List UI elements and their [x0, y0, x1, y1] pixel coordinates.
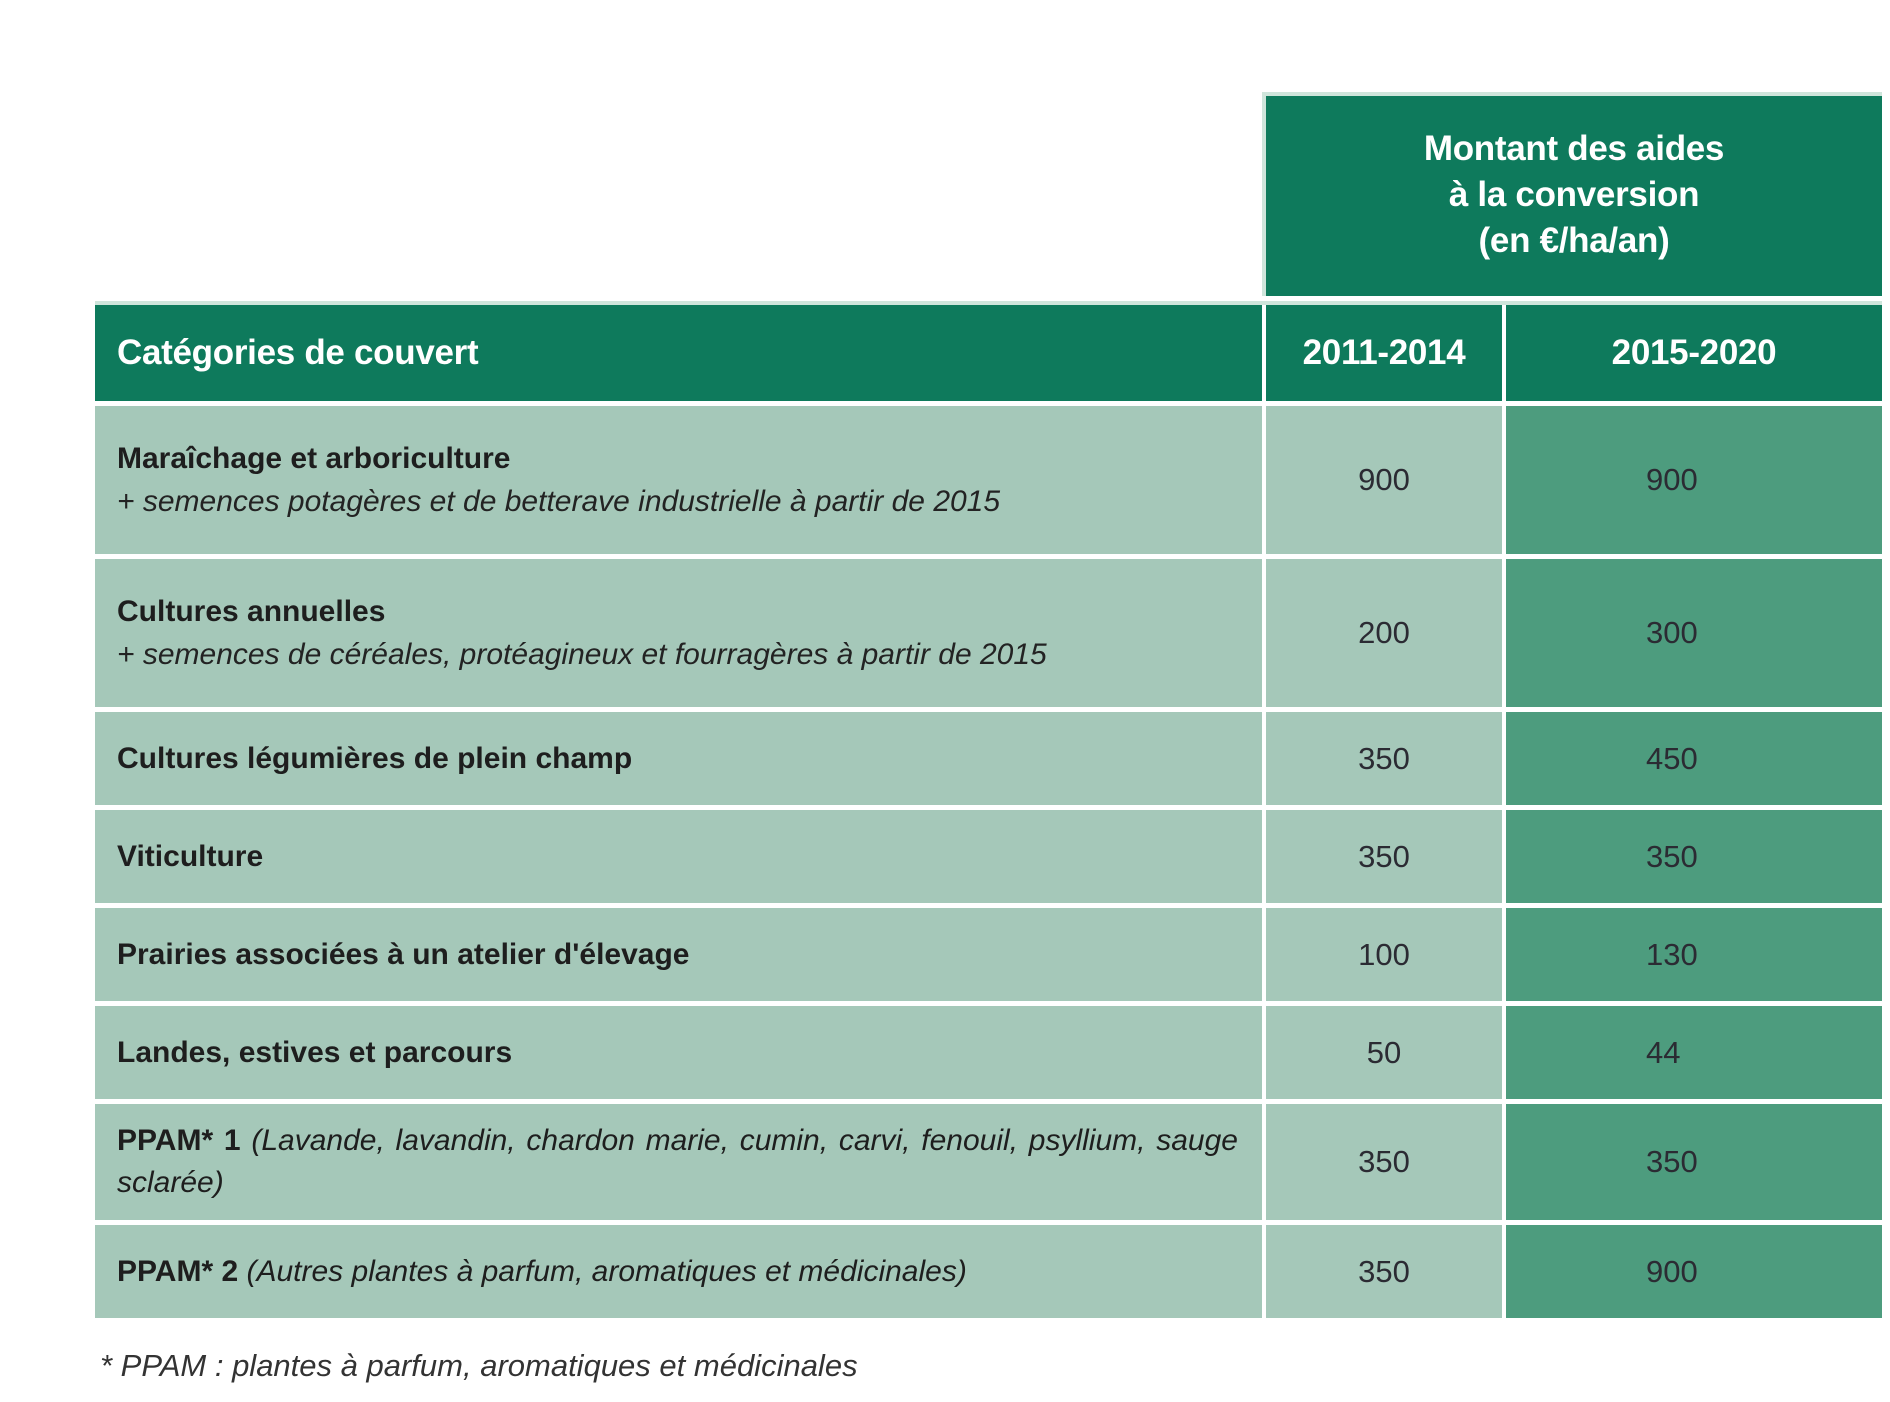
category-title: PPAM* 2 [117, 1254, 239, 1288]
category-title: Prairies associées à un atelier d'élevag… [117, 937, 690, 971]
category-title-detail: (Lavande, lavandin, chardon marie, cumin… [117, 1124, 1238, 1199]
category-title: Cultures annuelles [117, 595, 386, 628]
table-row: Cultures annuelles + semences de céréale… [95, 559, 1882, 707]
category-title-detail: (Autres plantes à parfum, aromatiques et… [238, 1254, 967, 1288]
merged-header-line2: à la conversion [1448, 175, 1700, 214]
value-2015-2020: 350 [1502, 1104, 1882, 1220]
table-row: Maraîchage et arboriculture + semences p… [95, 406, 1882, 554]
value-2011-2014: 350 [1262, 712, 1502, 805]
header-categories: Catégories de couvert [117, 333, 479, 372]
table-top-header: Montant des aides à la conversion (en €/… [95, 92, 1882, 296]
category-cell: Cultures annuelles + semences de céréale… [95, 559, 1262, 707]
value-2015-2020: 450 [1502, 712, 1882, 805]
merged-header-line1: Montant des aides [1423, 129, 1725, 168]
category-cell: Prairies associées à un atelier d'élevag… [95, 908, 1262, 1001]
value-2011-2014: 100 [1262, 908, 1502, 1001]
value-2011-2014: 200 [1262, 559, 1502, 707]
aides-conversion-table: Montant des aides à la conversion (en €/… [95, 92, 1882, 1318]
top-header-spacer [95, 92, 1262, 296]
value-2011-2014: 900 [1262, 406, 1502, 554]
category-cell: Cultures légumières de plein champ [95, 712, 1262, 805]
value-2011-2014: 350 [1262, 1104, 1502, 1220]
value-2011-2014: 350 [1262, 810, 1502, 903]
value-2015-2020: 300 [1502, 559, 1882, 707]
category-title: Viticulture [117, 839, 264, 873]
value-2015-2020: 44 [1502, 1006, 1882, 1099]
category-cell: Viticulture [95, 810, 1262, 903]
value-2011-2014: 50 [1262, 1006, 1502, 1099]
category-cell: PPAM* 2 (Autres plantes à parfum, aromat… [95, 1225, 1262, 1318]
merged-header-montant: Montant des aides à la conversion (en €/… [1262, 92, 1882, 296]
value-2011-2014: 350 [1262, 1225, 1502, 1318]
header-period-2011-2014: 2011-2014 [1262, 305, 1502, 401]
category-subtitle: + semences de céréales, protéagineux et … [117, 638, 1047, 671]
table-row: Landes, estives et parcours 50 44 [95, 1006, 1882, 1099]
value-2015-2020: 350 [1502, 810, 1882, 903]
category-title: PPAM* 1 [117, 1124, 241, 1157]
table-row: PPAM* 1 (Lavande, lavandin, chardon mari… [95, 1104, 1882, 1220]
category-title: Maraîchage et arboriculture [117, 442, 511, 475]
table-row: Viticulture 350 350 [95, 810, 1882, 903]
category-subtitle: + semences potagères et de betterave ind… [117, 485, 1001, 518]
category-cell: PPAM* 1 (Lavande, lavandin, chardon mari… [95, 1104, 1262, 1220]
category-title: Landes, estives et parcours [117, 1035, 513, 1069]
merged-header-line3: (en €/ha/an) [1478, 221, 1670, 260]
category-title: Cultures légumières de plein champ [117, 741, 633, 775]
header-period-2015-2020: 2015-2020 [1502, 305, 1882, 401]
category-cell: Maraîchage et arboriculture + semences p… [95, 406, 1262, 554]
value-2015-2020: 900 [1502, 1225, 1882, 1318]
table-row: PPAM* 2 (Autres plantes à parfum, aromat… [95, 1225, 1882, 1318]
column-header-row: Catégories de couvert 2011-2014 2015-202… [95, 301, 1882, 401]
value-2015-2020: 130 [1502, 908, 1882, 1001]
table-row: Prairies associées à un atelier d'élevag… [95, 908, 1882, 1001]
table-body: Maraîchage et arboriculture + semences p… [95, 406, 1882, 1318]
table-row: Cultures légumières de plein champ 350 4… [95, 712, 1882, 805]
ppam-footnote: * PPAM : plantes à parfum, aromatiques e… [100, 1348, 858, 1383]
value-2015-2020: 900 [1502, 406, 1882, 554]
category-cell: Landes, estives et parcours [95, 1006, 1262, 1099]
